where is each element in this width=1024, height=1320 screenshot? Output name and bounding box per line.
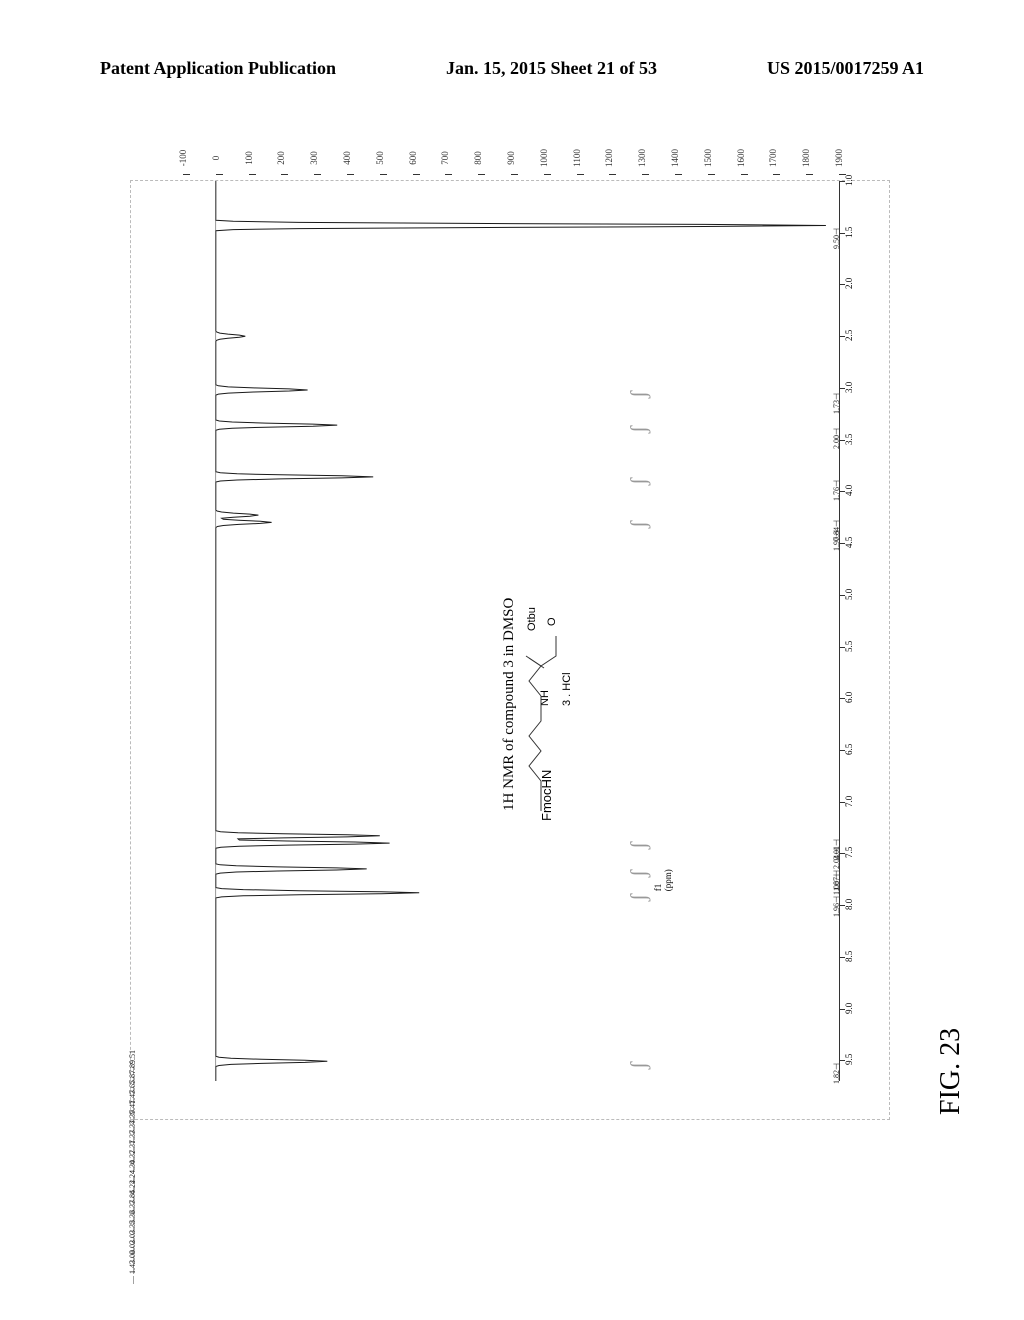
intensity-tick-label: 600 [408,151,418,165]
intensity-tick [675,174,682,175]
intensity-tick [183,174,190,175]
intensity-tick [741,174,748,175]
header-center: Jan. 15, 2015 Sheet 21 of 53 [446,58,657,79]
integration-curve: ʃ [626,895,652,901]
integration-curve: ʃ [626,871,652,877]
structure-skeleton [511,601,571,831]
intensity-tick-label: 1200 [604,149,614,167]
intensity-tick-label: 300 [309,151,319,165]
nmr-spectrum-chart: -100010020030040050060070080090010001100… [130,180,890,1120]
intensity-tick-label: 1500 [703,149,713,167]
ppm-tick-label: 6.0 [844,692,854,703]
intensity-tick [511,174,518,175]
intensity-tick-label: 700 [440,151,450,165]
ppm-tick-label: 2.5 [844,330,854,341]
header-right: US 2015/0017259 A1 [767,58,924,79]
intensity-tick [413,174,420,175]
ppm-tick-label: 3.5 [844,433,854,444]
ppm-tick-label: 6.5 [844,744,854,755]
intensity-tick-label: 400 [342,151,352,165]
intensity-tick [708,174,715,175]
ppm-tick-label: 2.0 [844,278,854,289]
integration-curve: ʃ [626,522,652,528]
intensity-tick [642,174,649,175]
page-header: Patent Application Publication Jan. 15, … [0,58,1024,79]
intensity-tick-label: 0 [211,156,221,161]
intensity-tick-label: 500 [375,151,385,165]
intensity-tick [281,174,288,175]
ppm-tick-label: 1.0 [844,175,854,186]
ppm-tick-label: 4.5 [844,537,854,548]
intensity-tick-label: 1700 [768,149,778,167]
integration-curve: ʃ [626,843,652,849]
peak-ppm-label: — 1.43 [128,1260,137,1284]
intensity-tick-label: 1400 [670,149,680,167]
integration-value: 1.87⊣ [832,870,841,891]
figure-label: FIG. 23 [935,1028,967,1115]
integration-value: 9.50⊣ [832,229,841,250]
integration-curve: ʃ [626,392,652,398]
intensity-tick [314,174,321,175]
intensity-tick [347,174,354,175]
intensity-tick [773,174,780,175]
header-left: Patent Application Publication [100,58,336,79]
intensity-tick-label: -100 [178,150,188,167]
ppm-tick-label: 8.5 [844,951,854,962]
integration-curve: ʃ [626,427,652,433]
intensity-tick [445,174,452,175]
integration-value: 1.96⊣ [832,896,841,917]
intensity-tick-label: 800 [473,151,483,165]
intensity-tick-label: 1800 [801,149,811,167]
intensity-tick [380,174,387,175]
ppm-tick-label: 5.0 [844,589,854,600]
intensity-tick [216,174,223,175]
ppm-tick-label: 9.0 [844,1002,854,1013]
intensity-axis: -100010020030040050060070080090010001100… [183,181,839,201]
intensity-tick [577,174,584,175]
integration-value: 0.84⊣ [832,520,841,541]
ppm-tick-label: 7.5 [844,847,854,858]
intensity-tick-label: 100 [244,151,254,165]
ppm-tick-label: 8.0 [844,899,854,910]
integration-value: 1.76⊣ [832,480,841,501]
intensity-tick-label: 1300 [637,149,647,167]
integration-curve: ʃ [626,1063,652,1069]
integration-curve: ʃ [626,479,652,485]
intensity-tick [609,174,616,175]
intensity-tick [249,174,256,175]
intensity-tick-label: 1600 [736,149,746,167]
integration-value: 2.01⊣ [832,839,841,860]
intensity-tick-label: 900 [506,151,516,165]
integration-value: 1.82⊣ [832,1063,841,1084]
intensity-tick-label: 1100 [572,149,582,167]
intensity-tick [544,174,551,175]
intensity-tick-label: 1900 [834,149,844,167]
ppm-tick-label: 3.0 [844,382,854,393]
ppm-tick-label: 5.5 [844,640,854,651]
intensity-tick-label: 200 [276,151,286,165]
ppm-tick-label: 9.5 [844,1054,854,1065]
ppm-axis: f1 (ppm) 1.01.52.02.53.03.54.04.55.05.56… [839,181,840,1081]
intensity-tick [478,174,485,175]
ppm-tick-label: 4.0 [844,485,854,496]
intensity-tick [806,174,813,175]
intensity-tick-label: 1000 [539,149,549,167]
ppm-tick-label: 1.5 [844,226,854,237]
ppm-tick-label: 7.0 [844,795,854,806]
integration-value: 2.00⊣ [832,428,841,449]
integration-value: 1.73⊣ [832,393,841,414]
